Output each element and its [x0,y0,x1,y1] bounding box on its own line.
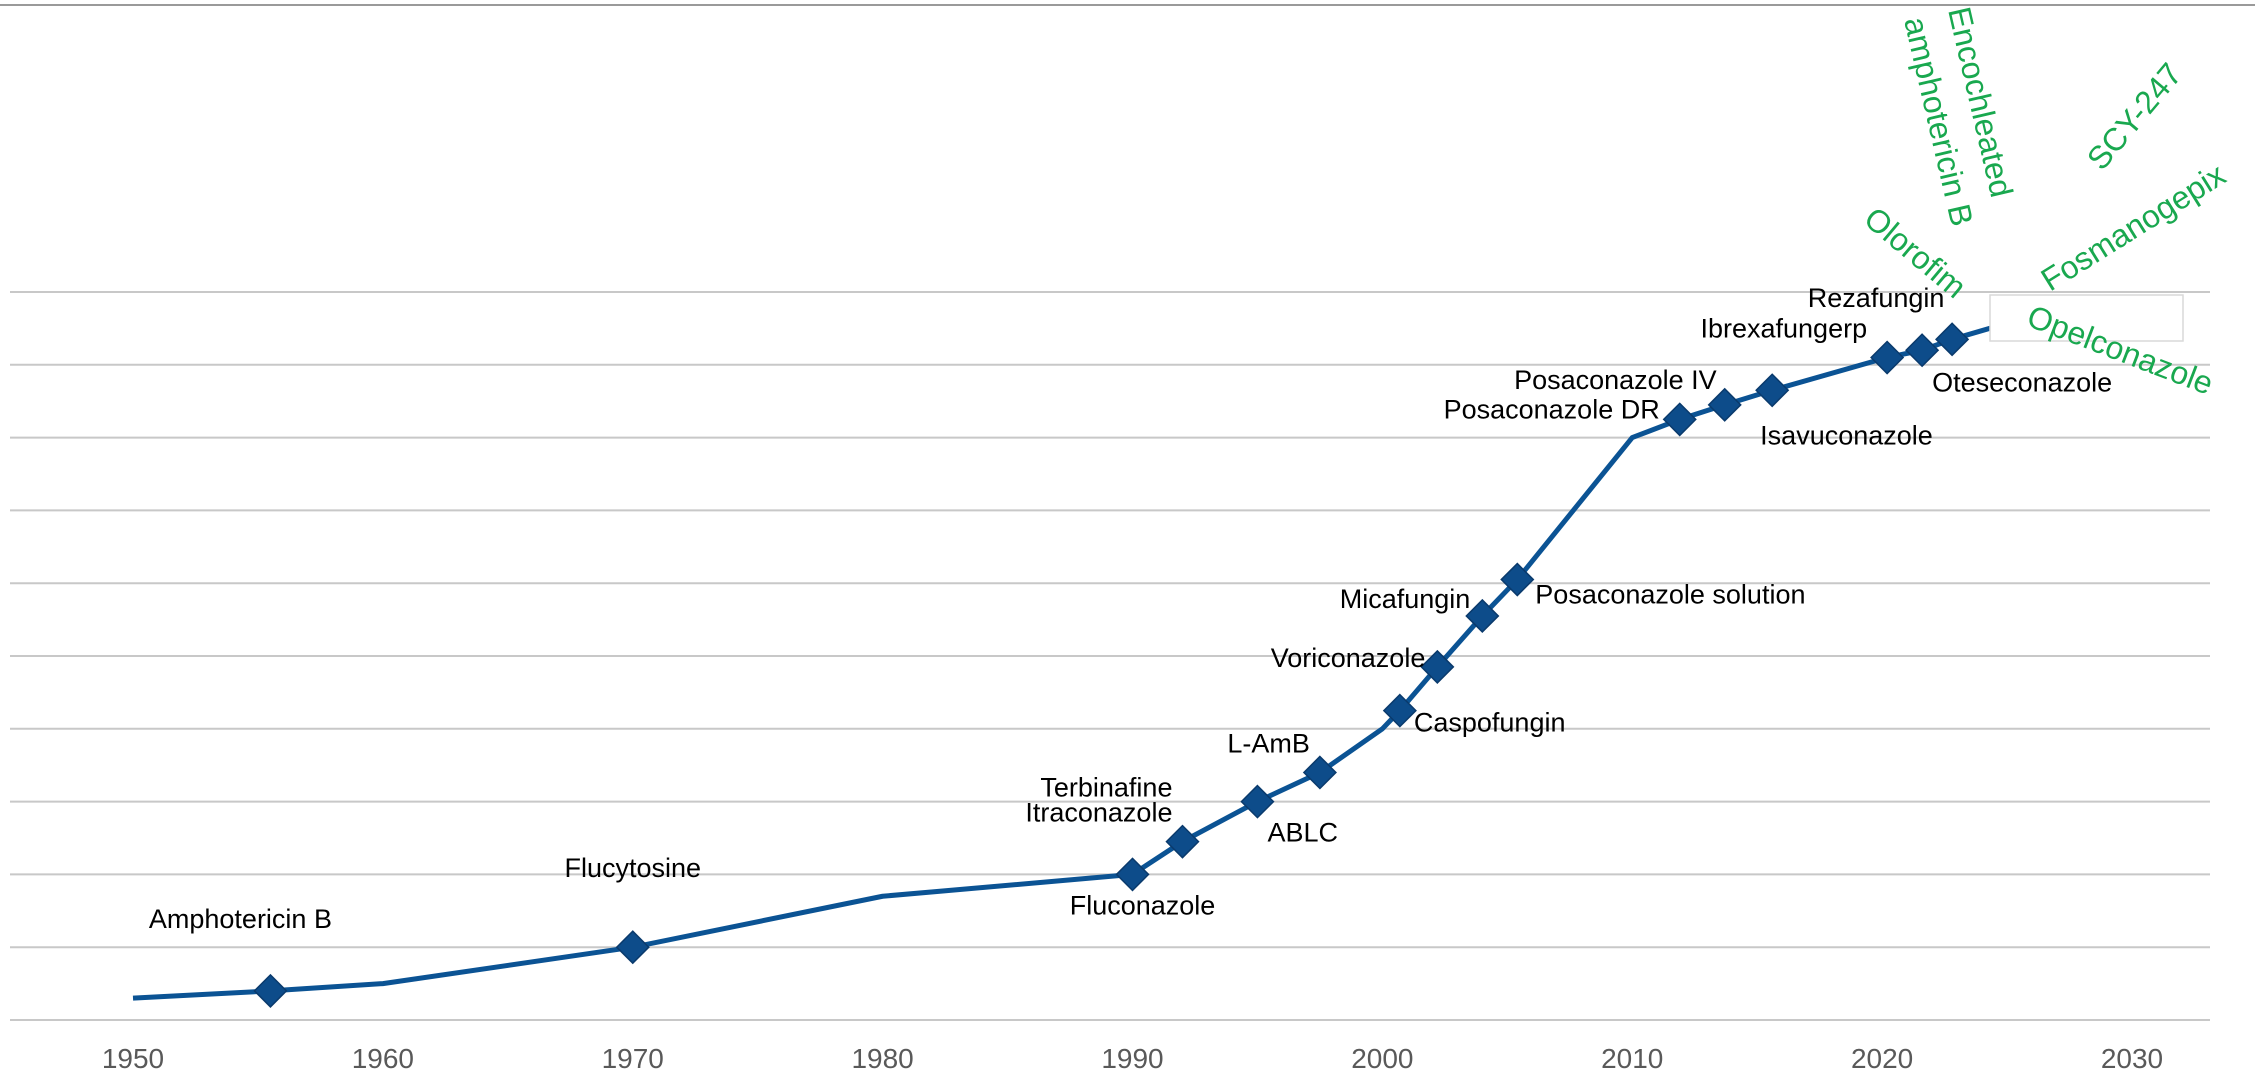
data-point-marker [1707,387,1742,422]
data-point-marker [1240,784,1275,819]
drug-label: Posaconazole IV [1514,365,1717,395]
drug-label: L-AmB [1227,728,1310,758]
data-point-marker [1935,322,1970,357]
drug-label: ABLC [1267,818,1338,848]
pipeline-drug-label: Fosmanogepix [2035,156,2232,298]
series-line [132,311,2041,1001]
x-tick-label: 2020 [1851,1043,1913,1073]
legend-box [1989,294,2184,342]
drug-label: Flucytosine [564,853,701,883]
drug-label: Micafungin [1340,584,1471,614]
data-point-marker [1115,857,1150,892]
drug-label: Oteseconazole [1932,367,2112,397]
data-point-marker [1905,333,1940,368]
data-point-marker [1662,402,1697,437]
gridlines [10,291,2210,1021]
drug-label: Posaconazole DR [1444,394,1660,424]
drug-label: Itraconazole [1025,798,1172,828]
pipeline-drug-label: SCY-247 [2080,56,2189,176]
data-point-marker [1465,598,1500,634]
data-point-marker [1382,693,1417,728]
drug-label: Isavuconazole [1760,420,1933,450]
drug-label: Voriconazole [1271,643,1426,673]
drug-label: Caspofungin [1414,708,1566,738]
x-tick-label: 1950 [102,1043,164,1073]
x-tick-label: 1970 [602,1043,664,1073]
data-point-marker [1165,824,1200,859]
data-point-marker [1302,755,1337,790]
drug-label: Fluconazole [1070,890,1216,920]
data-point-marker [253,973,288,1008]
drug-label: Rezafungin [1808,283,1945,313]
data-point-marker [1870,340,1905,375]
data-point-marker [1420,649,1455,684]
data-point-marker [1755,373,1790,408]
drug-label: Posaconazole solution [1535,580,1805,610]
x-tick-label: 1960 [352,1043,414,1073]
approved-drug-markers [253,322,1970,1008]
drug-label: Ibrexafungerp [1700,314,1867,344]
approved-drug-labels: Amphotericin B Flucytosine Fluconazole Itra… [149,283,2112,934]
x-tick-label: 2000 [1351,1043,1413,1073]
drug-label: Terbinafine [1040,773,1172,803]
x-tick-label: 1980 [851,1043,913,1073]
data-point-marker [615,930,650,965]
data-point-marker [1500,562,1535,597]
x-tick-label: 2030 [2101,1043,2163,1073]
x-tick-label: 1990 [1101,1043,1163,1073]
drug-label: Amphotericin B [149,904,332,934]
x-axis-tick-labels: 1950 1960 1970 1980 1990 2000 2010 2020 2030 [102,1043,2163,1073]
x-tick-label: 2010 [1601,1043,1663,1073]
